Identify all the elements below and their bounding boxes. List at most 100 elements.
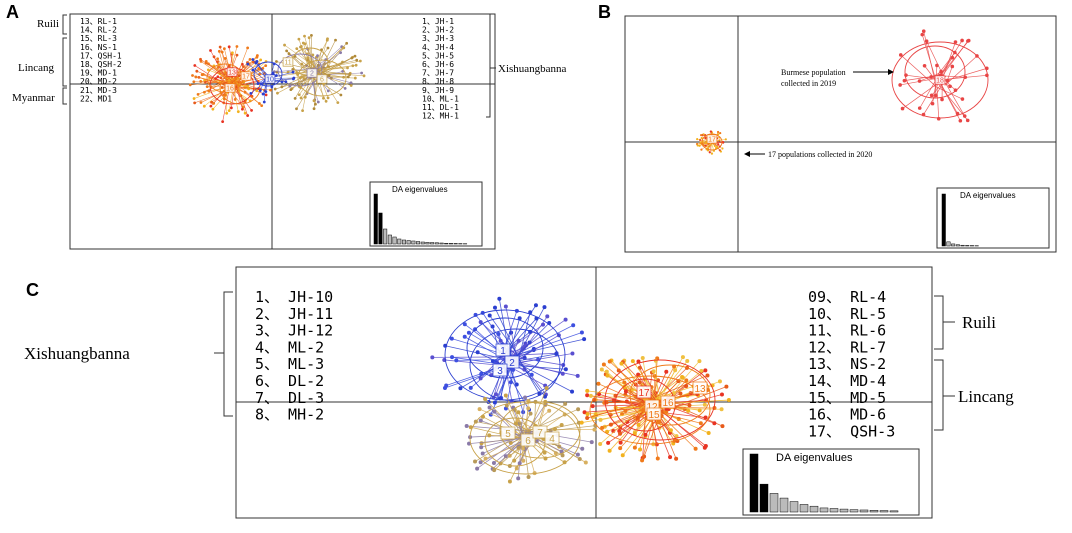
point: [585, 412, 590, 417]
eigen-label-c: DA eigenvalues: [776, 452, 853, 464]
panel-letter-b: B: [598, 2, 611, 22]
a-left-list-item: 22、MD1: [80, 94, 112, 103]
cluster-label-text: 13: [228, 70, 236, 77]
point: [588, 393, 593, 398]
cluster-label: 6: [316, 74, 328, 84]
point: [235, 53, 239, 57]
eigen-bar: [779, 497, 789, 513]
point: [619, 361, 624, 366]
point: [210, 100, 213, 104]
eigen-bar: [839, 508, 849, 513]
cluster-label: 6: [520, 433, 536, 447]
point: [236, 110, 240, 114]
point: [579, 330, 584, 335]
point: [680, 355, 685, 360]
point: [898, 53, 903, 57]
point: [563, 367, 568, 372]
point: [478, 418, 483, 423]
eigen-label-b: DA eigenvalues: [960, 191, 1016, 200]
cluster-label-text: 17: [708, 137, 716, 144]
point: [641, 408, 646, 413]
a-right-list-item: 7、JH-7: [422, 69, 454, 78]
c-right-list-item: 16、 MD-6: [808, 406, 886, 424]
point: [717, 143, 720, 146]
point: [960, 97, 965, 101]
a-left-list-item: 16、NS-1: [80, 43, 117, 52]
point: [719, 131, 722, 135]
point: [239, 80, 243, 84]
point: [492, 305, 497, 310]
c-right-list-item: 13、 NS-2: [808, 355, 886, 373]
point: [721, 147, 724, 150]
cluster-label: 18: [934, 75, 946, 85]
cluster-label-text: 15: [648, 410, 660, 421]
eigen-bar: [849, 509, 859, 513]
point: [902, 78, 907, 83]
point: [696, 144, 699, 147]
eigen-bar: [430, 242, 435, 245]
a-left-list-item: 19、MD-1: [80, 69, 117, 78]
point: [303, 34, 306, 38]
point: [717, 133, 720, 136]
point: [593, 423, 598, 428]
point: [638, 447, 643, 452]
point: [285, 49, 289, 53]
eigen-bar: [749, 453, 759, 513]
cluster-label-text: 17: [242, 74, 250, 81]
a-right-list-item: 11、DL-1: [422, 103, 459, 112]
c-right-list-item: 09、 RL-4: [808, 288, 886, 306]
point: [921, 29, 926, 33]
point: [246, 46, 250, 50]
a-right-list-item: 12、MH-1: [422, 112, 459, 121]
point: [651, 369, 656, 374]
eigen-bar: [448, 243, 453, 245]
point: [607, 448, 612, 453]
eigen-bar: [453, 243, 458, 245]
point: [636, 422, 641, 427]
a-right-list-item: 3、JH-3: [422, 34, 454, 43]
point: [930, 101, 935, 106]
point: [598, 417, 603, 422]
point: [464, 424, 469, 429]
point: [697, 408, 702, 413]
point: [698, 421, 703, 426]
point: [620, 453, 625, 458]
point: [199, 80, 203, 83]
point: [246, 62, 250, 66]
point: [632, 445, 637, 450]
a-right-list-item: 1、JH-1: [422, 17, 454, 26]
point: [192, 97, 196, 100]
point: [490, 324, 495, 329]
point: [264, 64, 268, 68]
point: [293, 97, 297, 100]
point: [953, 88, 958, 93]
point: [507, 479, 512, 484]
point: [497, 296, 502, 301]
c-right-list-item: 11、 RL-6: [808, 322, 886, 340]
point: [542, 450, 547, 455]
point: [515, 418, 520, 423]
cluster-label-text: 3: [497, 366, 503, 377]
point: [579, 420, 584, 425]
point: [491, 461, 496, 466]
point: [261, 92, 265, 96]
point: [544, 386, 549, 391]
eigen-bar: [819, 507, 829, 513]
eigen-bar: [759, 483, 769, 513]
point: [220, 50, 224, 54]
point: [260, 104, 264, 108]
group-xishuangbanna-a: Xishuangbanna: [498, 63, 567, 75]
cluster-label-text: 2: [509, 358, 515, 369]
cluster-label: 16: [660, 395, 676, 409]
point: [940, 97, 944, 102]
point: [523, 395, 528, 400]
point: [623, 389, 628, 394]
point: [513, 421, 518, 426]
point: [479, 445, 484, 450]
point: [966, 39, 970, 43]
eigen-bar: [955, 244, 960, 247]
point: [577, 457, 582, 462]
point: [360, 71, 364, 75]
